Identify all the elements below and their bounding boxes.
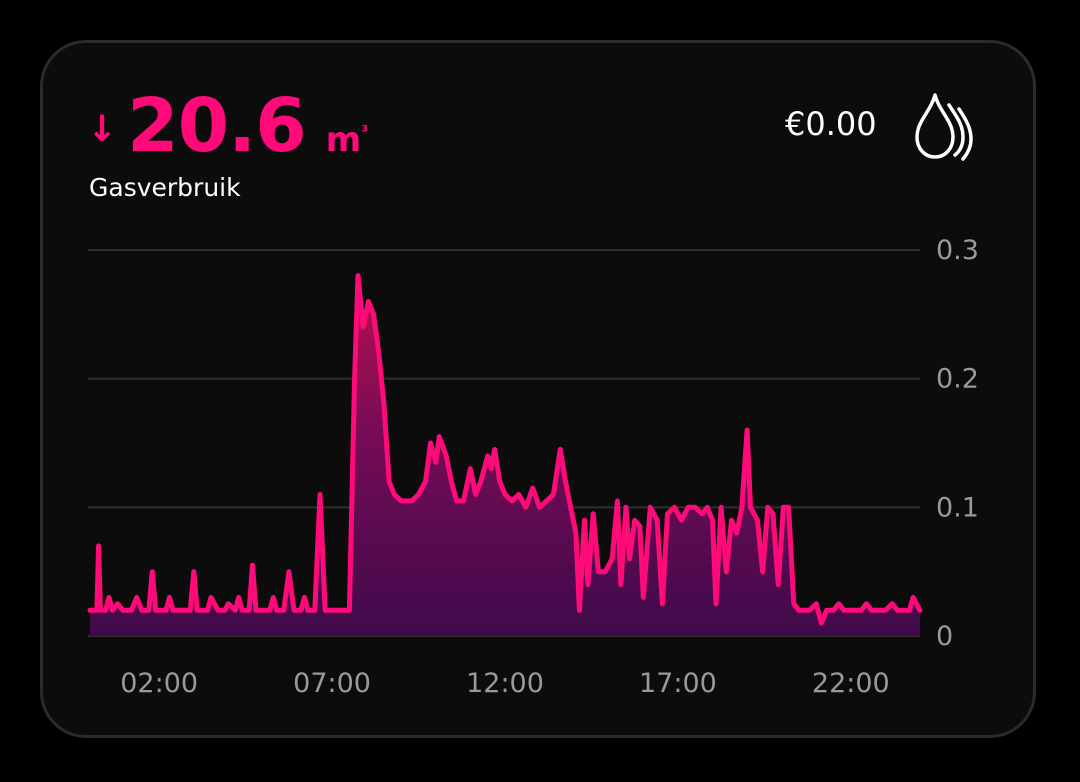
x-tick-label: 17:00 [639,668,717,699]
x-tick-label: 22:00 [812,668,890,699]
series-line [87,273,923,626]
cost-value: €0.00 [785,105,877,143]
series-area [90,275,920,636]
usage-unit: m³ [326,120,368,160]
usage-unit-superscript: ³ [361,122,369,141]
y-tick-label: 0 [936,621,953,652]
usage-unit-base: m [325,120,362,160]
usage-headline: ↓ 20.6 m³ [87,83,368,169]
y-tick-label: 0.3 [936,235,979,266]
y-tick-label: 0.1 [936,492,979,523]
x-tick-label: 12:00 [466,668,544,699]
trend-down-icon: ↓ [87,109,118,150]
x-tick-label: 07:00 [293,668,371,699]
y-tick-label: 0.2 [936,364,979,395]
usage-value: 20.6 [127,83,307,169]
x-tick-label: 02:00 [120,668,198,699]
gas-flame-icon [915,93,973,161]
entity-name: Gasverbruik [89,173,241,202]
